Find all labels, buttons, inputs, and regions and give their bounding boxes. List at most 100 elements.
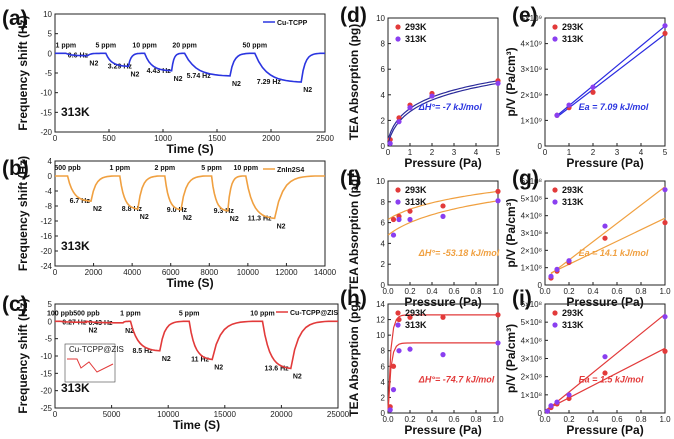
legend-label: 313K <box>405 34 427 44</box>
x-tick-label: 0.6 <box>448 415 460 424</box>
data-point-293K <box>440 314 446 320</box>
x-tick-label: 10000 <box>237 268 260 277</box>
y-tick-label: 6×10⁸ <box>521 177 542 186</box>
n2-label: N2 <box>88 327 97 334</box>
y-tick-label: -10 <box>40 89 52 98</box>
x-tick-label: 0.2 <box>563 287 575 296</box>
n2-label: N2 <box>277 223 286 230</box>
y-tick-label: 0 <box>538 281 543 290</box>
data-point-313K <box>544 408 551 414</box>
step-concentration-label: 100 ppb <box>47 310 73 317</box>
y-tick-label: 2 <box>381 116 386 125</box>
x-tick-label: 1.0 <box>659 415 671 424</box>
x-tick-label: 2000 <box>262 134 280 143</box>
data-point-313K <box>548 403 554 409</box>
y-tick-label: 0 <box>48 172 53 181</box>
x-tick-label: 0.2 <box>563 415 575 424</box>
legend-label: 293K <box>562 185 584 195</box>
y-axis-label: p/V (Pa/cm³) <box>504 324 518 393</box>
step-concentration-label: 20 ppm <box>172 42 197 49</box>
data-point-293K <box>390 363 397 369</box>
y-tick-label: -5 <box>45 335 53 344</box>
data-point-313K <box>602 223 608 229</box>
step-concentration-label: 1 ppm <box>55 42 76 49</box>
data-point-313K <box>602 354 608 360</box>
y-tick-label: -8 <box>45 202 53 211</box>
y-tick-label: 0 <box>381 281 386 290</box>
data-point-293K <box>662 30 668 36</box>
x-tick-label: 0.2 <box>404 415 416 424</box>
data-point-293K <box>390 216 397 223</box>
data-point-313K <box>566 258 572 264</box>
x-tick-label: 4 <box>639 148 644 157</box>
y-axis-label: TEA Absorption (pg) <box>347 300 361 416</box>
y-tick-label: 4×10⁸ <box>521 336 542 345</box>
data-point-313K <box>407 346 413 352</box>
y-tick-label: 3×10⁹ <box>521 65 542 74</box>
legend-marker <box>552 199 558 205</box>
annotation: ΔH°= -74.7 kJ/mol <box>418 374 495 384</box>
x-tick-label: 8000 <box>200 268 218 277</box>
n2-label: N2 <box>125 328 134 335</box>
x-axis-label: Pressure (Pa) <box>404 423 481 437</box>
y-tick-label: 3×10⁸ <box>521 355 542 364</box>
step-shift-label: 9.3 Hz <box>214 208 235 215</box>
y-axis-label: Frequency shift (Hz) <box>16 298 30 413</box>
y-tick-label: 3×10⁸ <box>521 229 542 238</box>
x-tick-label: 1.0 <box>659 287 671 296</box>
x-tick-label: 0 <box>386 148 391 157</box>
n2-label: N2 <box>89 61 98 68</box>
data-point-293K <box>407 208 413 214</box>
series-line-b <box>55 175 325 220</box>
data-point-313K <box>396 348 402 354</box>
n2-label: N2 <box>232 81 241 88</box>
step-shift-label: 11.3 Hz <box>248 215 272 222</box>
y-tick-label: 6 <box>381 362 386 371</box>
data-point-313K <box>495 340 501 346</box>
x-axis-label: Pressure (Pa) <box>566 423 643 437</box>
y-tick-label: 4 <box>381 378 386 387</box>
legend-marker <box>552 187 558 193</box>
x-tick-label: 0.4 <box>426 287 438 296</box>
legend-label: 293K <box>405 22 427 32</box>
y-tick-label: 0 <box>538 409 543 418</box>
data-point-313K <box>387 140 393 147</box>
data-point-313K <box>566 392 572 398</box>
y-tick-label: 1×10⁸ <box>521 391 542 400</box>
fit-line-313K <box>387 82 499 144</box>
annotation: Ea = 1.5 kJ/mol <box>579 374 644 384</box>
legend-marker <box>395 322 401 328</box>
panel-label-c: (c) <box>2 293 28 316</box>
series-line-c <box>55 320 338 370</box>
x-tick-label: 0.8 <box>635 287 647 296</box>
data-point-313K <box>662 23 668 29</box>
fit-line-313K <box>387 342 499 411</box>
legend-marker <box>395 310 401 316</box>
x-tick-label: 6000 <box>162 268 180 277</box>
step-shift-label: 8.8 Hz <box>122 206 143 213</box>
y-tick-label: 2×10⁸ <box>521 246 542 255</box>
y-tick-label: -25 <box>40 404 52 413</box>
step-concentration-label: 1 ppm <box>109 165 130 172</box>
data-point-293K <box>396 115 402 121</box>
y-tick-label: -4 <box>45 187 53 196</box>
y-tick-label: 5 <box>48 300 53 309</box>
data-point-293K <box>590 89 596 95</box>
x-axis-label: Pressure (Pa) <box>566 295 643 309</box>
data-point-313K <box>554 266 560 272</box>
panel-label-b: (b) <box>2 157 29 180</box>
x-tick-label: 4000 <box>123 268 141 277</box>
x-tick-label: 0.2 <box>404 287 416 296</box>
y-tick-label: 4 <box>381 91 386 100</box>
panel-label-d: (d) <box>340 4 367 27</box>
x-tick-label: 0 <box>53 410 58 419</box>
panel-label-h: (h) <box>340 287 367 310</box>
step-concentration-label: 10 ppm <box>250 310 275 317</box>
legend-label: 313K <box>562 320 584 330</box>
n2-label: N2 <box>230 216 239 223</box>
y-tick-label: 0 <box>381 409 386 418</box>
legend-label: 313K <box>405 320 427 330</box>
n2-label: N2 <box>162 356 171 363</box>
x-tick-label: 0.4 <box>587 287 599 296</box>
